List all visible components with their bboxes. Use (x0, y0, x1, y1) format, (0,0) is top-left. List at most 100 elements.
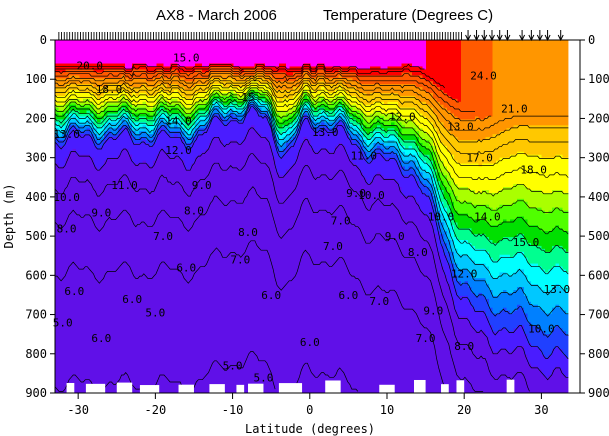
temperature-cell (177, 137, 182, 159)
temperature-cell (426, 148, 431, 156)
temperature-cell (387, 101, 392, 115)
temperature-cell (548, 192, 553, 212)
temperature-cell (104, 110, 109, 118)
temperature-cell (335, 119, 340, 123)
temperature-cell (391, 145, 396, 153)
temperature-cell (247, 95, 252, 100)
temperature-cell (475, 40, 480, 118)
temperature-cell (107, 137, 112, 159)
temperature-cell (289, 140, 294, 147)
temperature-cell (149, 166, 154, 393)
temperature-cell (366, 145, 371, 153)
isotherm-12 (55, 101, 580, 329)
temperature-cell (527, 190, 532, 209)
temperature-cell (146, 142, 151, 165)
temperature-cell (303, 84, 308, 91)
temperature-cell (160, 128, 165, 150)
temperature-cell (541, 192, 546, 212)
temperature-cell (205, 122, 210, 126)
temperature-cell (566, 210, 571, 232)
temperature-cell (100, 131, 105, 138)
temperature-cell (387, 113, 392, 121)
temperature-cell (412, 195, 417, 393)
temperature-cell (142, 40, 147, 65)
temperature-cell (104, 92, 109, 103)
temperature-cell (391, 128, 396, 135)
temperature-cell (380, 175, 385, 393)
temperature-cell (261, 137, 266, 393)
temperature-cell (380, 128, 385, 135)
temperature-cell (324, 78, 329, 85)
temperature-cell (552, 207, 557, 229)
x-tick-label: -10 (222, 403, 244, 417)
temperature-cell (559, 287, 564, 309)
temperature-cell (237, 101, 242, 106)
temperature-cell (394, 154, 399, 162)
temperature-cell (387, 75, 392, 85)
temperature-cell (226, 40, 231, 65)
temperature-cell (254, 90, 259, 94)
temperature-cell (338, 40, 343, 68)
temperature-cell (258, 72, 263, 79)
temperature-cell (76, 154, 81, 393)
temperature-cell (384, 125, 389, 132)
temperature-cell (443, 40, 448, 94)
temperature-cell (429, 151, 434, 162)
temperature-cell (331, 116, 336, 121)
temperature-cell (69, 84, 74, 91)
temperature-cell (412, 154, 417, 162)
temperature-cell (328, 119, 333, 123)
temperature-cell (324, 40, 329, 68)
y-tick-label-right: 100 (588, 72, 609, 86)
temperature-cell (436, 87, 441, 103)
contour-label: 12.0 (451, 267, 478, 280)
temperature-cell (321, 128, 326, 150)
temperature-cell (79, 122, 84, 126)
temperature-cell (545, 292, 550, 315)
temperature-cell (454, 116, 459, 138)
temperature-cell (100, 78, 105, 88)
temperature-cell (349, 87, 354, 97)
temperature-cell (422, 169, 427, 179)
isotherm-15 (55, 94, 580, 263)
temperature-cell (531, 125, 536, 156)
temperature-cell (405, 169, 410, 176)
temperature-cell (86, 116, 91, 121)
temperature-cell (139, 131, 144, 138)
temperature-cell (174, 131, 179, 135)
temperature-cell (237, 119, 242, 123)
temperature-cell (524, 40, 529, 126)
temperature-cell (436, 172, 441, 182)
temperature-cell (177, 87, 182, 94)
contour-label: 8.0 (57, 222, 77, 235)
temperature-cell (506, 275, 511, 294)
temperature-cell (436, 222, 441, 232)
temperature-cell (65, 84, 70, 94)
temperature-cell (156, 154, 161, 393)
temperature-cell (121, 128, 126, 150)
temperature-cell (450, 213, 455, 226)
temperature-cell (153, 72, 158, 79)
temperature-cell (548, 40, 553, 126)
temperature-cell (72, 75, 77, 85)
temperature-cell (499, 272, 504, 294)
temperature-cell (135, 87, 140, 97)
temperature-cell (282, 63, 287, 73)
temperature-cell (230, 90, 235, 94)
contour-label: 7.0 (153, 230, 173, 243)
temperature-cell (188, 128, 193, 135)
temperature-cell (457, 295, 462, 318)
temperature-cell (303, 113, 308, 118)
temperature-cell (184, 66, 189, 73)
temperature-cell (275, 125, 280, 132)
missing-data-block (209, 384, 225, 393)
isotherm-24 (55, 73, 492, 122)
temperature-cell (174, 134, 179, 156)
temperature-cell (181, 40, 186, 68)
temperature-cell (422, 90, 427, 103)
temperature-cell (538, 228, 543, 247)
temperature-cell (93, 72, 98, 79)
temperature-cell (142, 107, 147, 115)
temperature-cell (464, 163, 469, 188)
temperature-cell (244, 116, 249, 138)
